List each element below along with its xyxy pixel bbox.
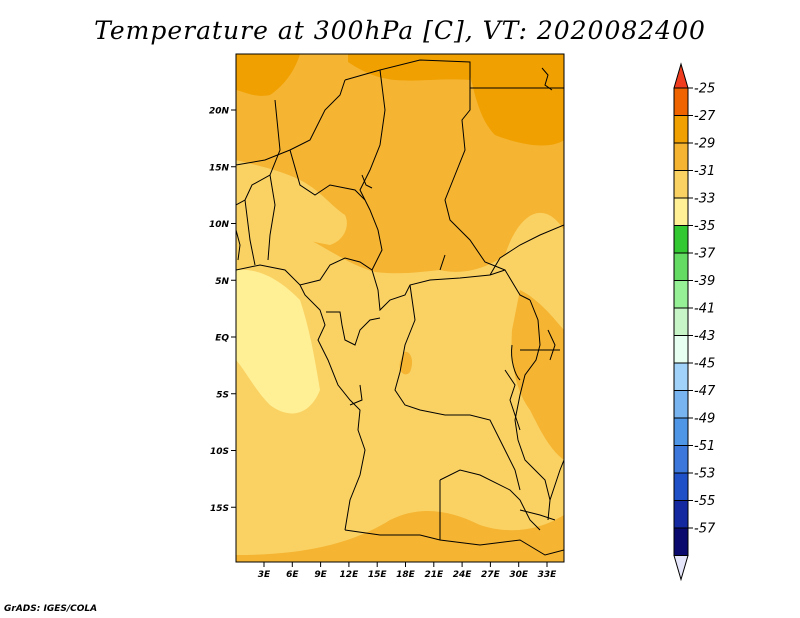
colorbar-label: -43 bbox=[694, 329, 715, 344]
lon-label: 12E bbox=[340, 570, 360, 580]
colorbar-label: -45 bbox=[694, 357, 715, 372]
colorbar-swatch bbox=[673, 390, 689, 419]
colorbar-swatch bbox=[673, 197, 689, 226]
grads-credit: GrADS: IGES/COLA bbox=[4, 604, 98, 614]
colorbar-swatch bbox=[673, 527, 689, 556]
lat-label: 5S bbox=[216, 390, 229, 400]
colorbar-label: -35 bbox=[694, 219, 715, 234]
lat-label: 20N bbox=[209, 107, 230, 117]
lon-label: 30E bbox=[509, 570, 529, 580]
colorbar-label: -55 bbox=[694, 494, 715, 509]
map-frame bbox=[235, 53, 565, 563]
colorbar-swatch bbox=[673, 445, 689, 474]
latitude-axis: 20N 15N 10N 5N EQ 5S 10S 15S bbox=[209, 107, 236, 514]
colorbar-label: -31 bbox=[694, 164, 715, 179]
colorbar-swatch bbox=[673, 170, 689, 199]
lon-label: 27E bbox=[481, 570, 501, 580]
colorbar-label: -57 bbox=[694, 522, 716, 537]
lat-label: 15N bbox=[209, 163, 230, 173]
lat-label: 10S bbox=[210, 447, 229, 457]
temperature-field bbox=[236, 54, 564, 562]
colorbar-swatch bbox=[673, 115, 689, 144]
lat-label: 10N bbox=[209, 220, 230, 230]
colorbar-label: -37 bbox=[694, 247, 716, 262]
colorbar-label: -49 bbox=[694, 412, 715, 427]
map-title: Temperature at 300hPa [C], VT: 202008240… bbox=[94, 16, 706, 45]
colorbar-label: -25 bbox=[694, 82, 715, 97]
colorbar-swatch bbox=[673, 307, 689, 336]
lat-label: 5N bbox=[215, 277, 229, 287]
colorbar-top-arrow bbox=[673, 62, 689, 89]
lon-label: 15E bbox=[368, 570, 388, 580]
lon-label: 18E bbox=[396, 570, 416, 580]
lon-label: 33E bbox=[538, 570, 558, 580]
longitude-axis: 3E 6E 9E 12E 15E 18E 21E 24E 27E 30E 33E bbox=[258, 562, 557, 580]
lon-label: 6E bbox=[286, 570, 299, 580]
lon-label: 3E bbox=[258, 570, 271, 580]
lon-label: 9E bbox=[314, 570, 327, 580]
colorbar-label: -53 bbox=[694, 467, 715, 482]
colorbar-swatch bbox=[673, 225, 689, 254]
colorbar-swatch bbox=[673, 87, 689, 116]
colorbar-swatch bbox=[673, 252, 689, 281]
lat-label: EQ bbox=[215, 334, 229, 344]
colorbar-swatch bbox=[673, 335, 689, 364]
colorbar-label: -51 bbox=[694, 439, 715, 454]
colorbar-swatch bbox=[673, 417, 689, 446]
colorbar-label: -27 bbox=[694, 109, 716, 124]
colorbar-swatch bbox=[673, 142, 689, 171]
colorbar-label: -47 bbox=[694, 384, 716, 399]
colorbar-swatch bbox=[673, 500, 689, 529]
colorbar: -25 -27 -29 -31 -33 -35 -37 -39 -41 -43 -45 -47 -49 -… bbox=[673, 62, 716, 582]
colorbar-label: -39 bbox=[694, 274, 715, 289]
colorbar-label: -29 bbox=[694, 137, 715, 152]
lon-label: 24E bbox=[453, 570, 473, 580]
lon-label: 21E bbox=[424, 570, 444, 580]
colorbar-label: -41 bbox=[694, 302, 715, 317]
lat-label: 15S bbox=[210, 504, 229, 514]
colorbar-label: -33 bbox=[694, 192, 715, 207]
country-borders bbox=[236, 59, 564, 556]
colorbar-swatch bbox=[673, 362, 689, 391]
colorbar-swatch bbox=[673, 280, 689, 309]
colorbar-bottom-arrow bbox=[673, 555, 689, 582]
colorbar-swatch bbox=[673, 472, 689, 501]
